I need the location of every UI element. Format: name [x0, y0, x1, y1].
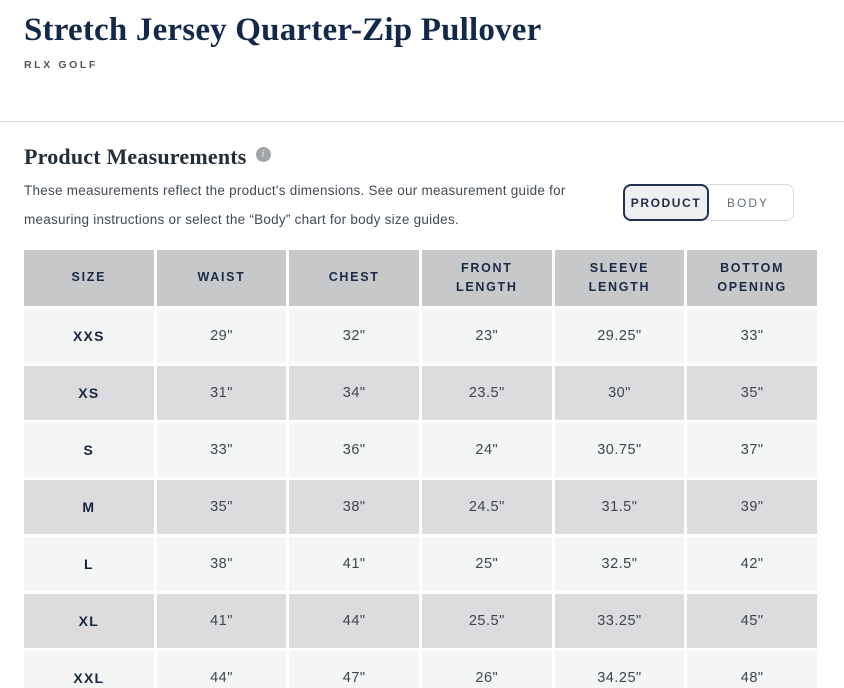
description-toggle-row: These measurements reflect the product's… [24, 177, 820, 234]
value-cell: 45" [687, 594, 817, 648]
value-cell: 33" [156, 423, 287, 477]
value-cell: 36" [289, 423, 419, 477]
value-cell: 34.25" [554, 651, 685, 688]
value-cell: 30" [554, 366, 685, 420]
section-divider [0, 121, 844, 122]
table-row: XXL 44" 47" 26" 34.25" 48" [24, 651, 817, 688]
value-cell: 24" [421, 423, 552, 477]
size-table-body: XXS 29" 32" 23" 29.25" 33" XS 31" 34" 23.5" 30" 35"… [24, 309, 817, 688]
column-header: BOTTOM OPENING [687, 250, 817, 306]
table-row: XS 31" 34" 23.5" 30" 35" [24, 366, 817, 420]
table-row: XL 41" 44" 25.5" 33.25" 45" [24, 594, 817, 648]
table-row: M 35" 38" 24.5" 31.5" 39" [24, 480, 817, 534]
value-cell: 34" [289, 366, 419, 420]
value-cell: 31.5" [554, 480, 685, 534]
size-cell: XS [24, 366, 154, 420]
value-cell: 31" [156, 366, 287, 420]
size-cell: XXL [24, 651, 154, 688]
value-cell: 25" [421, 537, 552, 591]
column-header: FRONT LENGTH [421, 250, 552, 306]
value-cell: 39" [687, 480, 817, 534]
value-cell: 24.5" [421, 480, 552, 534]
table-row: S 33" 36" 24" 30.75" 37" [24, 423, 817, 477]
value-cell: 30.75" [554, 423, 685, 477]
size-cell: XXS [24, 309, 154, 363]
size-cell: S [24, 423, 154, 477]
size-table: SIZE WAIST CHEST FRONT LENGTH SLEEVE LENGTH B… [21, 247, 820, 688]
size-cell: M [24, 480, 154, 534]
value-cell: 26" [421, 651, 552, 688]
value-cell: 37" [687, 423, 817, 477]
value-cell: 35" [156, 480, 287, 534]
column-header: SLEEVE LENGTH [554, 250, 685, 306]
size-cell: L [24, 537, 154, 591]
table-row: XXS 29" 32" 23" 29.25" 33" [24, 309, 817, 363]
value-cell: 38" [156, 537, 287, 591]
table-row: L 38" 41" 25" 32.5" 42" [24, 537, 817, 591]
column-header: SIZE [24, 250, 154, 306]
section-heading: Product Measurements [24, 144, 247, 169]
value-cell: 44" [156, 651, 287, 688]
header-row: SIZE WAIST CHEST FRONT LENGTH SLEEVE LENGTH B… [24, 250, 817, 306]
value-cell: 23.5" [421, 366, 552, 420]
value-cell: 29.25" [554, 309, 685, 363]
product-tab[interactable]: PRODUCT [623, 184, 709, 221]
size-table-head: SIZE WAIST CHEST FRONT LENGTH SLEEVE LENGTH B… [24, 250, 817, 306]
measurements-heading-row: Product Measurements i [24, 144, 820, 170]
value-cell: 29" [156, 309, 287, 363]
value-cell: 32" [289, 309, 419, 363]
value-cell: 42" [687, 537, 817, 591]
value-cell: 41" [289, 537, 419, 591]
column-header: WAIST [156, 250, 287, 306]
value-cell: 44" [289, 594, 419, 648]
body-tab[interactable]: BODY [702, 184, 794, 221]
value-cell: 38" [289, 480, 419, 534]
value-cell: 33.25" [554, 594, 685, 648]
chart-type-toggle: PRODUCT BODY [623, 184, 794, 221]
value-cell: 23" [421, 309, 552, 363]
value-cell: 32.5" [554, 537, 685, 591]
measurements-description: These measurements reflect the product's… [24, 183, 566, 227]
page-title: Stretch Jersey Quarter-Zip Pullover [24, 12, 542, 48]
value-cell: 47" [289, 651, 419, 688]
size-cell: XL [24, 594, 154, 648]
value-cell: 25.5" [421, 594, 552, 648]
value-cell: 35" [687, 366, 817, 420]
info-icon[interactable]: i [255, 146, 271, 162]
value-cell: 33" [687, 309, 817, 363]
brand-label: RLX GOLF [24, 59, 98, 71]
column-header: CHEST [289, 250, 419, 306]
product-header: Stretch Jersey Quarter-Zip Pullover RLX … [0, 0, 844, 71]
value-cell: 48" [687, 651, 817, 688]
value-cell: 41" [156, 594, 287, 648]
measurements-section: Product Measurements i These measurement… [0, 144, 844, 688]
